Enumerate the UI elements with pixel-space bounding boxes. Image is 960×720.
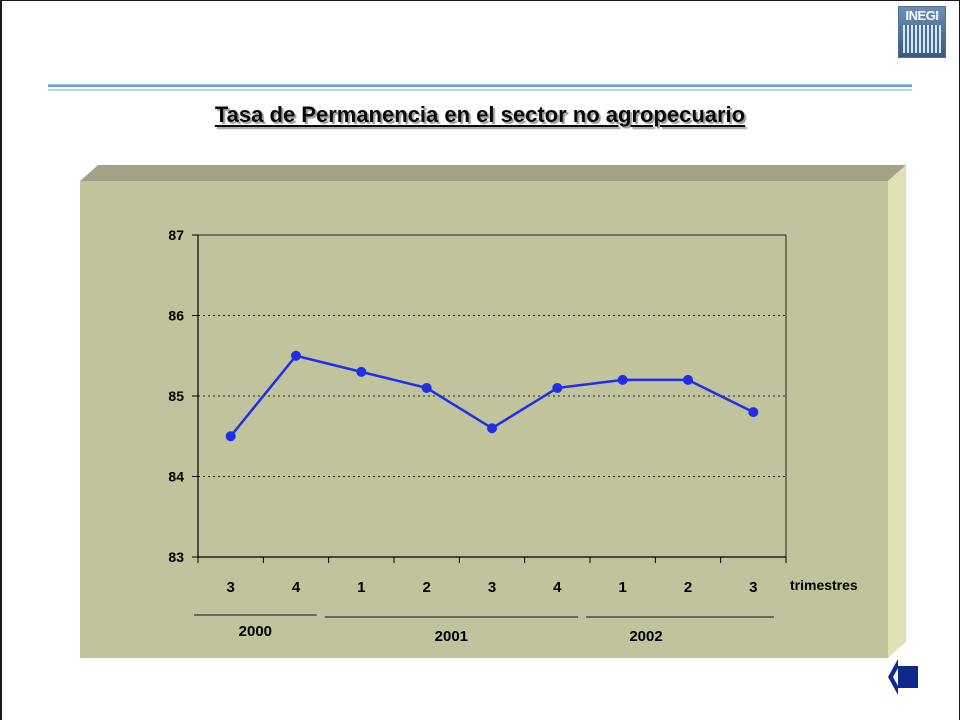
x-tick-label-3: 2	[422, 579, 430, 596]
back-arrow-icon[interactable]	[886, 657, 920, 697]
frame-top-border	[0, 0, 960, 1]
year-label-0: 2000	[239, 623, 272, 640]
data-point-2	[356, 366, 367, 377]
header-rule	[48, 84, 912, 87]
data-point-0	[225, 431, 236, 442]
logo-text: INEGI	[905, 8, 939, 23]
x-tick-label-4: 3	[488, 579, 496, 596]
header-rule-thin	[48, 89, 912, 91]
y-tick-label-0: 83	[168, 549, 184, 565]
inegi-logo-icon: INEGI	[898, 6, 946, 58]
logo-bars	[903, 25, 941, 53]
x-tick-label-6: 1	[618, 579, 626, 596]
data-point-7	[683, 374, 693, 385]
y-tick-label-1: 84	[168, 469, 184, 485]
panel-side-face	[888, 165, 906, 658]
y-tick-label-3: 86	[168, 308, 184, 324]
frame-left-border	[0, 0, 2, 720]
x-tick-label-8: 3	[749, 579, 757, 596]
x-tick-label-1: 4	[292, 579, 301, 596]
year-label-1: 2001	[435, 628, 468, 645]
x-axis-label: trimestres	[790, 577, 858, 593]
page-title: Tasa de Permanencia en el sector no agro…	[214, 102, 746, 127]
y-tick-label-4: 87	[168, 227, 184, 243]
y-tick-label-2: 85	[168, 388, 184, 404]
x-tick-label-0: 3	[226, 579, 234, 596]
panel-top-face	[80, 165, 906, 181]
data-point-5	[552, 382, 563, 393]
data-point-6	[617, 374, 628, 385]
data-point-3	[421, 382, 432, 393]
data-point-1	[291, 350, 301, 361]
year-label-2: 2002	[629, 628, 662, 645]
x-tick-label-2: 1	[357, 579, 365, 596]
data-point-8	[748, 407, 759, 418]
panel-front-face	[80, 181, 888, 658]
data-point-4	[487, 423, 497, 434]
x-tick-label-5: 4	[553, 579, 562, 596]
x-tick-label-7: 2	[684, 579, 692, 596]
